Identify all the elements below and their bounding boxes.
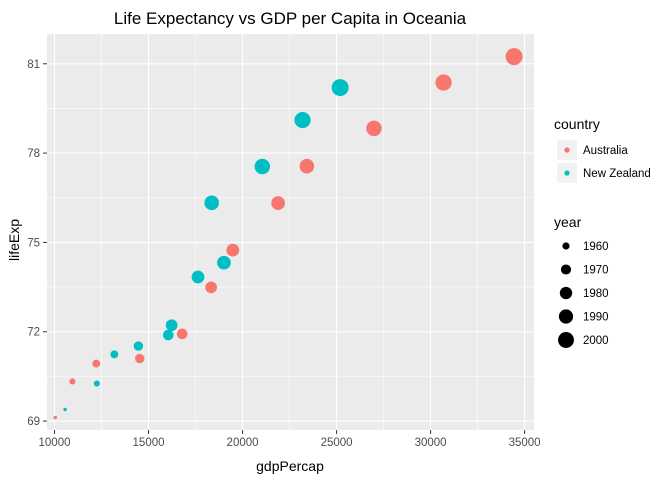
data-point bbox=[165, 319, 178, 332]
color-legend-label: Australia bbox=[583, 145, 628, 157]
x-tick-label: 30000 bbox=[415, 437, 447, 449]
legend-key-swatch bbox=[564, 147, 570, 153]
color-legend-title: country bbox=[554, 116, 600, 132]
y-tick-label: 75 bbox=[27, 237, 40, 249]
data-point bbox=[505, 48, 523, 66]
data-point bbox=[217, 255, 231, 270]
data-point bbox=[294, 111, 311, 129]
data-point bbox=[205, 281, 218, 294]
size-legend-label: 2000 bbox=[583, 335, 609, 347]
size-legend-title: year bbox=[554, 214, 582, 230]
data-point bbox=[331, 79, 349, 97]
data-point bbox=[299, 158, 315, 174]
major-gridlines bbox=[47, 34, 534, 430]
data-point bbox=[204, 195, 220, 211]
data-points bbox=[53, 48, 523, 420]
y-axis-title: lifeExp bbox=[6, 219, 22, 261]
data-point bbox=[191, 270, 205, 284]
data-point bbox=[110, 350, 119, 359]
x-tick-label: 35000 bbox=[509, 437, 541, 449]
data-point bbox=[135, 353, 145, 364]
y-tick-label: 72 bbox=[27, 327, 40, 339]
size-legend: year 1960 1970 1980 1990 2000 bbox=[554, 214, 609, 348]
x-axis-ticks: 10000 15000 20000 25000 30000 35000 bbox=[39, 430, 541, 449]
data-point bbox=[53, 415, 58, 420]
x-tick-label: 20000 bbox=[227, 437, 259, 449]
data-point bbox=[254, 158, 271, 175]
y-tick-label: 81 bbox=[27, 59, 40, 71]
size-legend-key bbox=[558, 332, 574, 348]
y-tick-label: 69 bbox=[27, 416, 40, 428]
size-legend-label: 1970 bbox=[583, 265, 609, 277]
size-legend-key bbox=[560, 264, 572, 275]
y-axis-ticks: 69 72 75 78 81 bbox=[27, 59, 47, 428]
size-legend-key bbox=[558, 309, 574, 324]
data-point bbox=[92, 359, 101, 368]
size-legend-label: 1960 bbox=[583, 241, 609, 253]
minor-gridlines bbox=[47, 34, 534, 430]
plot-panel bbox=[47, 34, 534, 430]
data-point bbox=[226, 243, 240, 257]
y-tick-label: 78 bbox=[27, 148, 40, 160]
data-point bbox=[133, 341, 144, 351]
data-point bbox=[162, 329, 174, 341]
x-tick-label: 10000 bbox=[39, 437, 71, 449]
chart-title: Life Expectancy vs GDP per Capita in Oce… bbox=[114, 9, 467, 28]
data-point bbox=[176, 328, 188, 340]
data-point bbox=[93, 380, 100, 387]
data-point bbox=[69, 378, 76, 385]
color-legend: country Australia New Zealand bbox=[554, 116, 651, 183]
color-legend-label: New Zealand bbox=[583, 168, 651, 180]
size-legend-label: 1990 bbox=[583, 312, 609, 324]
size-legend-key bbox=[562, 242, 570, 250]
data-point bbox=[271, 196, 285, 210]
data-point bbox=[435, 74, 452, 91]
x-tick-label: 15000 bbox=[133, 437, 165, 449]
data-point bbox=[63, 407, 67, 412]
size-legend-key bbox=[559, 286, 573, 300]
x-axis-title: gdpPercap bbox=[256, 458, 324, 474]
size-legend-label: 1980 bbox=[583, 288, 609, 300]
data-point bbox=[366, 120, 382, 137]
legend-key-swatch bbox=[564, 170, 570, 176]
x-tick-label: 25000 bbox=[321, 437, 353, 449]
